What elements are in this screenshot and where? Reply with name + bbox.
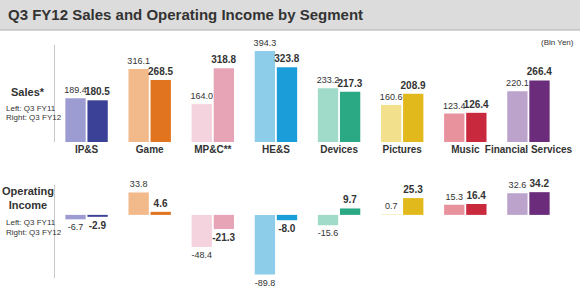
svg-text:Financial Services: Financial Services [485,144,573,155]
svg-text:Music: Music [451,144,480,155]
svg-text:-8.0: -8.0 [278,223,296,234]
svg-text:-6.7: -6.7 [68,222,84,232]
svg-text:Pictures: Pictures [382,144,422,155]
svg-text:25.3: 25.3 [403,184,423,195]
svg-text:-48.4: -48.4 [192,250,213,260]
svg-text:394.3: 394.3 [254,38,277,48]
svg-text:Game: Game [136,144,164,155]
svg-text:0.7: 0.7 [385,201,398,211]
svg-text:126.4: 126.4 [464,99,489,110]
svg-text:Left: Q3 FY11: Left: Q3 FY11 [6,104,56,113]
svg-text:Left: Q3 FY11: Left: Q3 FY11 [6,218,56,227]
svg-text:208.9: 208.9 [401,80,426,91]
svg-text:Devices: Devices [320,144,358,155]
svg-text:-15.6: -15.6 [318,228,339,238]
svg-text:32.6: 32.6 [509,180,527,190]
svg-text:160.6: 160.6 [380,92,403,102]
svg-text:Q3 FY12 Sales and Operating In: Q3 FY12 Sales and Operating Income by Se… [8,6,363,23]
svg-text:Right: Q3 FY12: Right: Q3 FY12 [6,113,62,122]
svg-text:-89.8: -89.8 [255,278,276,288]
svg-text:220.1: 220.1 [506,78,529,88]
svg-text:318.8: 318.8 [211,54,236,65]
svg-text:Sales*: Sales* [11,86,45,98]
svg-text:323.8: 323.8 [274,53,299,64]
svg-text:Right: Q3 FY12: Right: Q3 FY12 [6,228,62,237]
svg-text:15.3: 15.3 [445,192,463,202]
svg-text:233.2: 233.2 [317,75,340,85]
svg-text:4.6: 4.6 [154,198,168,209]
svg-text:217.3: 217.3 [337,78,362,89]
svg-text:HE&S: HE&S [262,144,290,155]
svg-text:180.5: 180.5 [85,86,110,97]
svg-text:123.4: 123.4 [443,101,466,111]
svg-text:316.1: 316.1 [127,56,150,66]
svg-text:-2.9: -2.9 [89,220,107,231]
svg-text:OperatingIncome: OperatingIncome [2,185,54,211]
svg-text:9.7: 9.7 [343,194,357,205]
svg-text:266.4: 266.4 [527,66,552,77]
svg-text:268.5: 268.5 [148,66,173,77]
svg-text:-21.3: -21.3 [212,232,235,243]
svg-text:164.0: 164.0 [190,91,213,101]
svg-text:IP&S: IP&S [75,144,99,155]
svg-text:(Bln Yen): (Bln Yen) [541,38,574,47]
svg-text:MP&C**: MP&C** [194,144,231,155]
svg-text:16.4: 16.4 [466,190,486,201]
svg-text:189.4: 189.4 [64,85,87,95]
svg-text:33.8: 33.8 [130,179,148,189]
svg-text:34.2: 34.2 [530,178,550,189]
